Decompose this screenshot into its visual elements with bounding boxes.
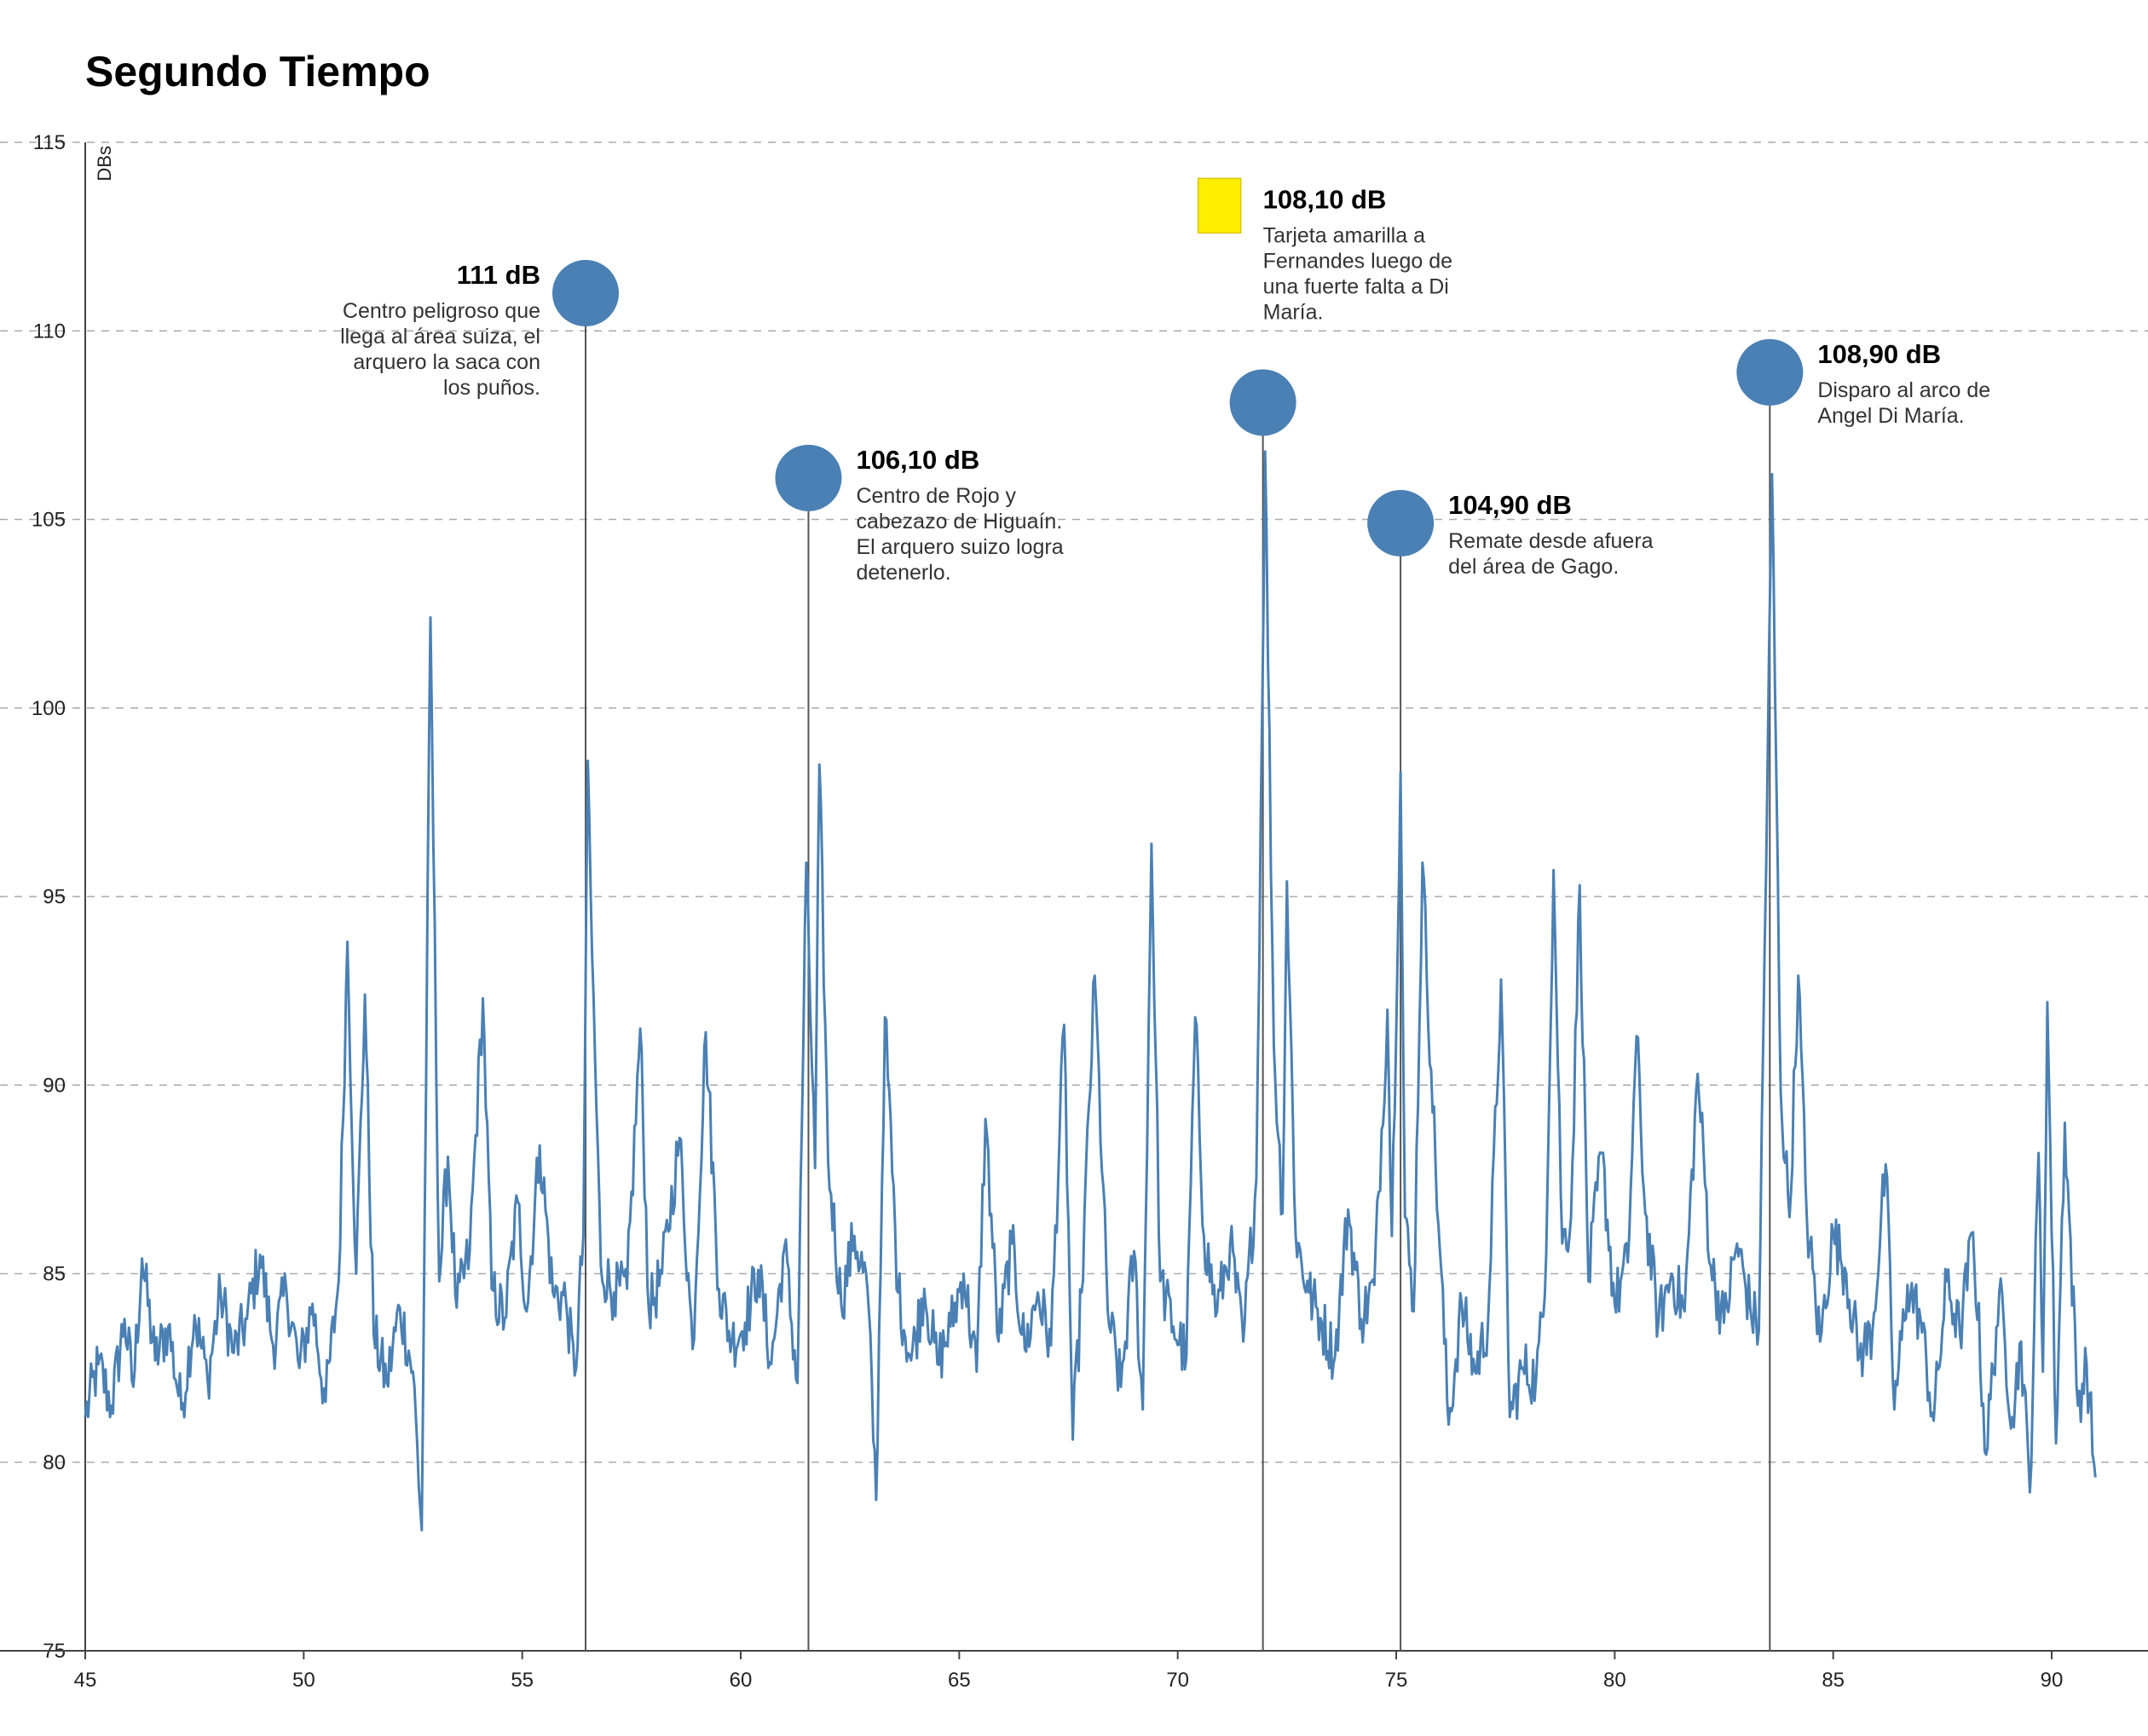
y-tick-label: 95 <box>43 885 66 908</box>
annotation-value: 104,90 dB <box>1448 490 1572 520</box>
series-line-db <box>84 450 2097 1531</box>
annotation-text-line: detenerlo. <box>856 561 950 585</box>
annotation-text-line: llega al área suiza, el <box>340 325 540 349</box>
annotation-value: 108,10 dB <box>1263 184 1387 214</box>
annotation-marker <box>1736 338 1804 406</box>
annotation-text-line: una fuerte falta a Di <box>1263 274 1449 298</box>
x-tick-label: 50 <box>292 1669 315 1692</box>
annotation-text-line: El arquero suizo logra <box>856 535 1063 559</box>
annotation-value: 108,90 dB <box>1817 339 1941 369</box>
annotation-text-line: Centro peligroso que <box>343 299 540 323</box>
x-tick-label: 90 <box>2041 1669 2064 1692</box>
axes: DBs <box>0 142 2148 1652</box>
annotation-text-line: Remate desde afuera <box>1448 529 1654 553</box>
annotation-markers <box>552 260 1804 557</box>
y-tick-label: 90 <box>43 1074 66 1097</box>
annotation-value: 111 dB <box>457 260 540 290</box>
x-tick-label: 85 <box>1822 1669 1845 1692</box>
annotation-text-line: María. <box>1263 300 1324 324</box>
x-tick-label: 55 <box>511 1669 534 1692</box>
annotation-text-line: Angel Di María. <box>1817 404 1964 428</box>
annotation-text-line: Fernandes luego de <box>1263 249 1452 273</box>
y-tick-label: 110 <box>33 320 66 343</box>
annotation-marker <box>775 444 842 511</box>
x-tick-label: 45 <box>74 1669 97 1692</box>
annotation-text-line: del área de Gago. <box>1448 555 1619 579</box>
yellow-card-icon <box>1197 177 1242 234</box>
annotation-marker <box>552 260 620 326</box>
annotation-marker <box>1229 369 1296 436</box>
y-tick-label: 80 <box>43 1451 66 1474</box>
chart-title: Segundo Tiempo <box>85 48 430 95</box>
x-tick-label: 65 <box>948 1669 971 1692</box>
annotation-text-line: arquero la saca con <box>353 350 540 374</box>
x-tick-label: 70 <box>1166 1669 1189 1692</box>
annotation-leaders <box>585 293 1771 1651</box>
annotation-text-line: Tarjeta amarilla a <box>1263 223 1425 247</box>
y-tick-label: 115 <box>33 131 66 154</box>
annotation-text-line: cabezazo de Higuaín. <box>856 510 1062 533</box>
x-tick-label: 60 <box>730 1669 753 1692</box>
y-tick-label: 100 <box>32 697 66 720</box>
x-tick-label: 80 <box>1603 1669 1626 1692</box>
y-tick-label: 105 <box>32 509 66 532</box>
y-tick-label: 85 <box>43 1263 66 1286</box>
annotation-text-line: Centro de Rojo y <box>856 484 1016 508</box>
annotation-text-line: los puños. <box>443 376 540 400</box>
y-axis-title: DBs <box>94 146 115 182</box>
annotation-marker <box>1367 489 1435 557</box>
x-tick-label: 75 <box>1385 1669 1408 1692</box>
annotation-value: 106,10 dB <box>856 445 979 475</box>
annotation-text-line: Disparo al arco de <box>1817 378 1990 402</box>
series-layer <box>84 450 2097 1531</box>
